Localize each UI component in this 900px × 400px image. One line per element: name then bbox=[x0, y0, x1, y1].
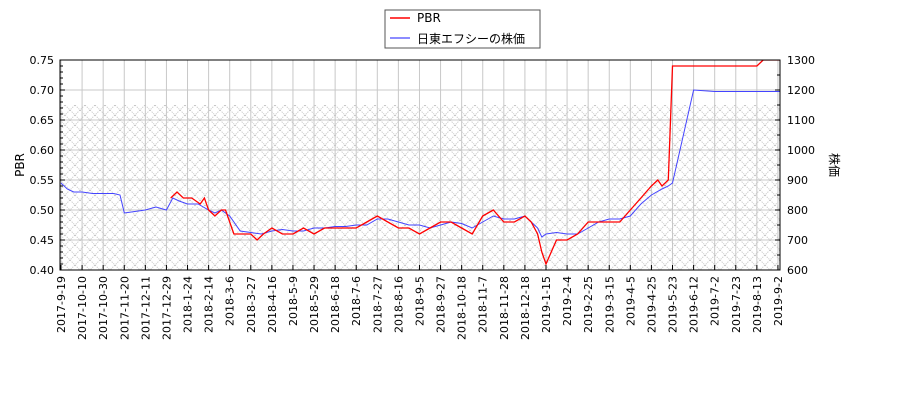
pbr-line bbox=[170, 60, 780, 266]
x-tick-label: 2017-10-10 bbox=[76, 276, 89, 340]
legend-label-pbr: PBR bbox=[417, 11, 441, 25]
left-tick-label: 0.60 bbox=[30, 144, 55, 157]
legend: PBR 日東エフシーの株価 bbox=[384, 9, 541, 49]
x-tick-label: 2018-8-16 bbox=[392, 276, 405, 333]
axis-ticks: 0.40 0.45 0.50 0.55 0.60 0.65 0.70 0.75 600 700 80… bbox=[30, 54, 816, 340]
x-tick-label: 2019-7-2 bbox=[709, 276, 722, 326]
right-tick-label: 1100 bbox=[787, 114, 815, 127]
right-tick-label: 600 bbox=[787, 264, 808, 277]
x-tick-label: 2017-12-29 bbox=[160, 276, 173, 340]
left-tick-label: 0.40 bbox=[30, 264, 55, 277]
x-tick-label: 2018-2-14 bbox=[203, 276, 216, 333]
x-tick-label: 2018-12-18 bbox=[519, 276, 532, 340]
legend-label-price: 日東エフシーの株価 bbox=[417, 31, 525, 46]
x-tick-label: 2017-11-20 bbox=[118, 276, 131, 340]
x-tick-label: 2018-7-27 bbox=[371, 276, 384, 333]
series-lines bbox=[60, 60, 780, 266]
x-tick-label: 2019-5-23 bbox=[667, 276, 680, 333]
x-tick-label: 2019-6-12 bbox=[688, 276, 701, 333]
left-tick-label: 0.55 bbox=[30, 174, 55, 187]
right-tick-label: 800 bbox=[787, 204, 808, 217]
x-tick-label: 2017-12-11 bbox=[139, 276, 152, 340]
x-tick-label: 2018-3-27 bbox=[245, 276, 258, 333]
x-tick-label: 2019-4-25 bbox=[645, 276, 658, 333]
left-axis-title: PBR bbox=[13, 153, 27, 177]
x-tick-label: 2018-3-6 bbox=[224, 276, 237, 326]
left-tick-label: 0.50 bbox=[30, 204, 55, 217]
right-tick-label: 1200 bbox=[787, 84, 815, 97]
x-tick-label: 2018-1-24 bbox=[182, 276, 195, 333]
x-tick-label: 2019-3-15 bbox=[603, 276, 616, 333]
x-tick-label: 2018-11-28 bbox=[498, 276, 511, 340]
left-tick-label: 0.75 bbox=[30, 54, 55, 67]
x-tick-label: 2018-5-29 bbox=[308, 276, 321, 333]
x-tick-label: 2019-1-15 bbox=[540, 276, 553, 333]
stock-price-line bbox=[60, 89, 780, 238]
x-tick-label: 2019-8-13 bbox=[751, 276, 764, 333]
x-tick-label: 2018-9-27 bbox=[435, 276, 448, 333]
left-tick-label: 0.45 bbox=[30, 234, 55, 247]
x-tick-label: 2018-6-18 bbox=[329, 276, 342, 333]
x-tick-label: 2019-2-4 bbox=[561, 276, 574, 326]
x-tick-label: 2018-9-5 bbox=[413, 276, 426, 326]
right-axis-title: 株価 bbox=[827, 153, 842, 177]
x-tick-label: 2018-7-6 bbox=[350, 276, 363, 326]
x-tick-label: 2019-2-25 bbox=[582, 276, 595, 333]
x-tick-label: 2019-9-2 bbox=[772, 276, 785, 326]
x-tick-label: 2018-5-9 bbox=[287, 276, 300, 326]
right-tick-label: 1300 bbox=[787, 54, 815, 67]
x-tick-label: 2017-9-19 bbox=[55, 276, 68, 333]
x-tick-label: 2018-10-18 bbox=[456, 276, 469, 340]
left-tick-label: 0.70 bbox=[30, 84, 55, 97]
x-tick-label: 2019-4-5 bbox=[624, 276, 637, 326]
x-tick-label: 2018-4-16 bbox=[266, 276, 279, 333]
legend-box bbox=[384, 9, 541, 49]
left-tick-label: 0.65 bbox=[30, 114, 55, 127]
right-tick-label: 1000 bbox=[787, 144, 815, 157]
x-tick-label: 2019-7-23 bbox=[730, 276, 743, 333]
hatched-region bbox=[60, 105, 780, 270]
right-tick-label: 900 bbox=[787, 174, 808, 187]
right-tick-label: 700 bbox=[787, 234, 808, 247]
x-tick-label: 2017-10-30 bbox=[97, 276, 110, 340]
x-tick-label: 2018-11-7 bbox=[477, 276, 490, 333]
